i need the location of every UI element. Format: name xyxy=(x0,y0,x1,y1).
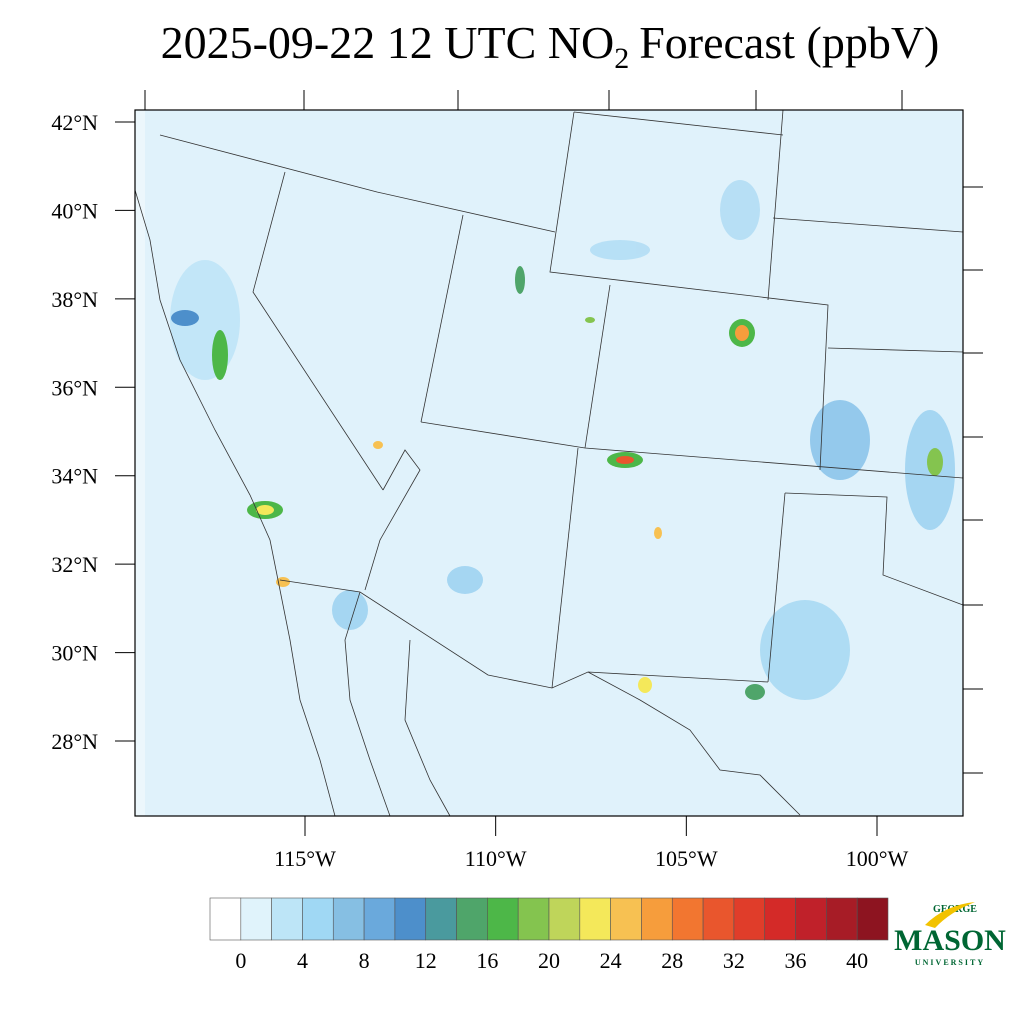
colorbar-box xyxy=(271,897,303,941)
title: 2025-09-22 12 UTC NO2 Forecast (ppbV) xyxy=(161,17,940,75)
lat-label: 34°N xyxy=(51,464,98,489)
colorbar-box xyxy=(425,897,457,941)
colorbar-box xyxy=(671,897,704,941)
colorbar-box xyxy=(394,897,427,941)
colorbar-label: 28 xyxy=(661,948,683,973)
colorbar-label: 32 xyxy=(723,948,745,973)
lat-label: 30°N xyxy=(51,641,98,666)
colorbar-label: 12 xyxy=(415,948,437,973)
colorbar-box xyxy=(610,897,642,941)
colorbar-box xyxy=(795,897,827,941)
colorbar-box xyxy=(579,897,611,941)
title-text: Forecast (ppbV) xyxy=(639,17,939,68)
colorbar-box xyxy=(764,897,796,941)
lat-label: 36°N xyxy=(51,375,98,400)
map-frame xyxy=(134,109,964,817)
boundaries xyxy=(134,109,964,817)
colorbar-box xyxy=(302,897,334,941)
title-subscript: 2 xyxy=(614,42,629,75)
frame-ticks xyxy=(144,90,983,774)
colorbar-label: 16 xyxy=(476,948,498,973)
lat-label: 40°N xyxy=(51,198,98,223)
colorbar-box xyxy=(826,897,858,941)
colorbar-box xyxy=(240,897,272,941)
colorbar-label: 36 xyxy=(785,948,807,973)
colorbar-label: 20 xyxy=(538,948,560,973)
lat-label: 42°N xyxy=(51,110,98,135)
colorbar-label: 4 xyxy=(297,948,308,973)
colorbar-label: 0 xyxy=(235,948,246,973)
logo: GEORGE MASON UNIVERSITY xyxy=(894,902,1006,967)
colorbar-label: 24 xyxy=(600,948,622,973)
colorbar-label: 8 xyxy=(359,948,370,973)
colorbar-box xyxy=(456,897,488,941)
colorbar-box xyxy=(641,897,673,941)
lat-label: 28°N xyxy=(51,729,98,754)
logo-flag xyxy=(925,902,975,928)
lon-label: 105°W xyxy=(655,846,718,871)
ocean-edge xyxy=(135,110,145,816)
colorbar-box xyxy=(209,897,242,941)
colorbar-box xyxy=(332,897,365,941)
colorbar-box xyxy=(702,897,735,941)
logo-bottom: UNIVERSITY xyxy=(915,958,985,967)
lon-label: 115°W xyxy=(274,846,336,871)
colorbar-box xyxy=(733,897,766,941)
title-text: 2025-09-22 12 UTC NO xyxy=(161,17,615,68)
lon-label: 100°W xyxy=(846,846,909,871)
colorbar-label: 40 xyxy=(846,948,868,973)
lat-label: 32°N xyxy=(51,552,98,577)
colorbar-box xyxy=(517,897,550,941)
hotspots xyxy=(171,266,943,700)
colorbar-box xyxy=(487,897,519,941)
colorbar-box xyxy=(548,897,581,941)
colorbar-box xyxy=(856,897,889,941)
colorbar-box xyxy=(363,897,396,941)
lat-label: 38°N xyxy=(51,287,98,312)
lon-label: 110°W xyxy=(465,846,527,871)
map xyxy=(134,90,983,817)
logo-main: MASON xyxy=(894,924,1006,957)
